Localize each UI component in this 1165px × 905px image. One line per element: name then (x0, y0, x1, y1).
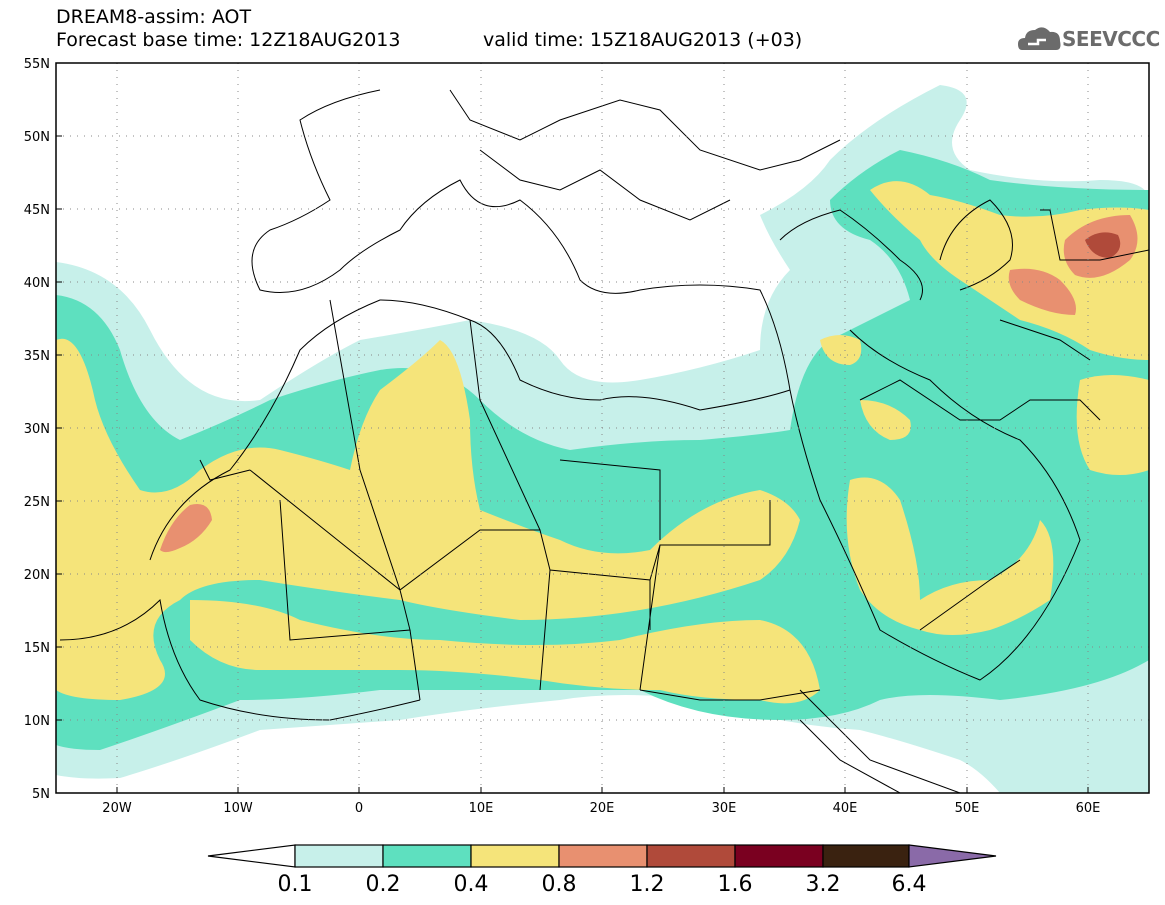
cloud-icon (1018, 27, 1061, 50)
colorbar-swatch (470, 844, 560, 868)
colorbar-lower-arrow (207, 844, 296, 868)
latitude-labels: 55N 50N 45N 40N 35N 30N 25N 20N 15N 10N … (24, 57, 50, 802)
colorbar-label: 3.2 (806, 872, 841, 897)
colorbar-label: 0.1 (278, 872, 313, 897)
lat-label: 55N (24, 57, 50, 72)
colorbar-label: 6.4 (892, 872, 927, 897)
lon-label: 30E (712, 801, 737, 816)
colorbar-label: 0.2 (366, 872, 401, 897)
seevccc-logo: SEEVCCC (1062, 27, 1160, 51)
lat-label: 20N (24, 568, 50, 583)
lat-label: 50N (24, 130, 50, 145)
aot-contour-0.4-sahel (190, 600, 820, 704)
colorbar-swatch (558, 844, 648, 868)
colorbar-swatch (822, 844, 910, 868)
aot-field (56, 85, 1149, 793)
aot-contour-0.4-west (56, 338, 800, 700)
aot-contour-0.4-levant (820, 335, 911, 440)
lat-label: 15N (24, 641, 50, 656)
aot-contour-0.8-morocco (160, 504, 212, 553)
colorbar-swatch (646, 844, 736, 868)
colorbar-labels: 0.1 0.2 0.4 0.8 1.2 1.6 3.2 6.4 (278, 872, 927, 897)
lon-label: 10W (223, 801, 253, 816)
lon-label: 0 (355, 801, 363, 816)
lon-label: 10E (469, 801, 494, 816)
colorbar-label: 0.4 (454, 872, 489, 897)
colorbar-swatch (382, 844, 472, 868)
aot-contour-0.4-iran (1076, 375, 1149, 475)
aot-contour-0.4-caspian (870, 181, 1149, 360)
aot-contour-0.4-arabia (846, 477, 1054, 635)
aot-contour-1.2-aral (1085, 232, 1121, 258)
colorbar-label: 1.6 (718, 872, 753, 897)
colorbar-upper-arrow (908, 844, 997, 868)
lon-label: 60E (1076, 801, 1101, 816)
colorbar-label: 1.2 (630, 872, 665, 897)
colorbar-swatch (294, 844, 384, 868)
lon-label: 20E (590, 801, 615, 816)
forecast-base-time: Forecast base time: 12Z18AUG2013 (56, 29, 401, 51)
colorbar-swatch (734, 844, 824, 868)
lat-label: 45N (24, 203, 50, 218)
valid-time: valid time: 15Z18AUG2013 (+03) (483, 29, 803, 51)
lat-label: 25N (24, 495, 50, 510)
lat-label: 40N (24, 276, 50, 291)
colorbar-label: 0.8 (542, 872, 577, 897)
colorbar (207, 844, 997, 868)
lat-label: 5N (32, 787, 50, 802)
lon-label: 20W (102, 801, 132, 816)
coastlines (59, 89, 1149, 793)
lon-label: 40E (833, 801, 858, 816)
title-line-1: DREAM8-assim: AOT (56, 6, 252, 28)
lat-label: 35N (24, 349, 50, 364)
longitude-labels: 20W 10W 0 10E 20E 30E 40E 50E 60E (102, 801, 1100, 816)
lat-label: 30N (24, 422, 50, 437)
lat-label: 10N (24, 714, 50, 729)
axis-ticks (56, 62, 1089, 793)
graticule (56, 63, 1149, 793)
lon-label: 50E (955, 801, 980, 816)
